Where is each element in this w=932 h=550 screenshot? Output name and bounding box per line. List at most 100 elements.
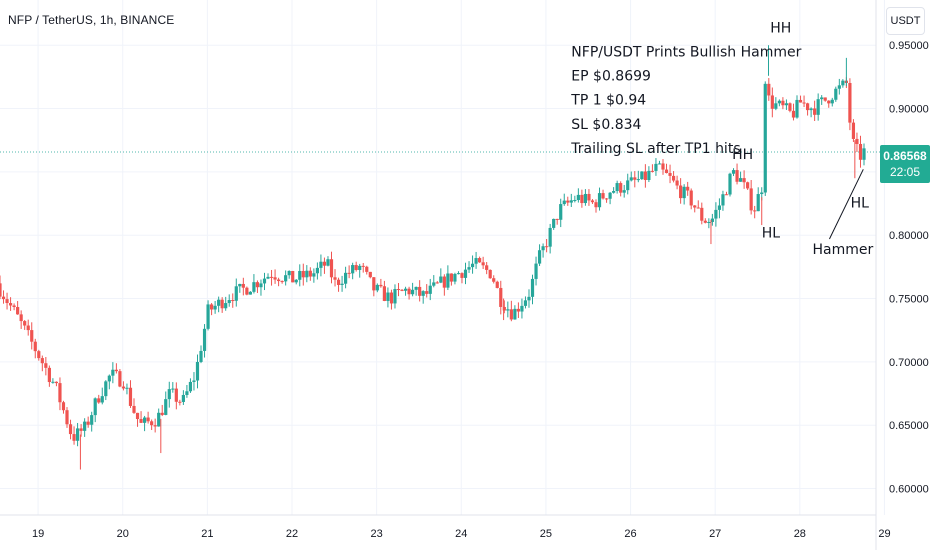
candle-down: [231, 300, 235, 302]
candle-up: [83, 421, 87, 431]
candle-down: [703, 220, 707, 223]
candle-up: [834, 88, 838, 100]
candle-down: [781, 100, 785, 106]
candle-down: [16, 307, 20, 315]
y-tick-label: 0.70000: [889, 357, 929, 369]
candle-down: [132, 405, 136, 413]
candle-down: [47, 367, 51, 383]
chart-annotation: HH: [732, 147, 753, 163]
y-tick-label: 0.90000: [889, 104, 929, 116]
candle-down: [33, 341, 37, 352]
candle-down: [749, 188, 753, 211]
candle-up: [456, 273, 461, 275]
candle-down: [746, 182, 750, 189]
candle-down: [650, 170, 655, 172]
candle-up: [559, 204, 563, 220]
candle-up: [164, 399, 168, 415]
candle-up: [520, 305, 524, 312]
candle-up: [262, 278, 267, 284]
candle-down: [668, 173, 672, 176]
x-tick-label: 22: [286, 528, 298, 540]
candle-up: [358, 265, 362, 270]
candle-down: [587, 193, 591, 201]
candle-down: [382, 286, 386, 301]
candle-up: [142, 417, 147, 423]
candle-down: [58, 383, 62, 403]
candle-up: [421, 291, 425, 296]
x-tick-label: 26: [624, 528, 636, 540]
candle-down: [798, 99, 803, 103]
candle-up: [707, 221, 711, 223]
candle-down: [333, 277, 337, 280]
candle-up: [470, 263, 475, 268]
chart-annotation: Trailing SL after TP1 hits: [570, 141, 740, 157]
candle-down: [209, 304, 214, 310]
candle-up: [111, 369, 115, 376]
candle-down: [174, 388, 178, 402]
candle-up: [287, 270, 291, 276]
candle-down: [767, 83, 771, 96]
candle-down: [679, 185, 683, 199]
candle-down: [241, 283, 245, 288]
candle-up: [351, 265, 355, 274]
candle-up: [506, 309, 510, 311]
candle-down: [86, 421, 90, 425]
hammer-pointer-line: [828, 169, 864, 240]
candle-down: [488, 269, 492, 279]
candle-down: [671, 175, 676, 181]
candle-up: [573, 200, 577, 202]
candle-down: [460, 273, 464, 278]
candle-up: [541, 246, 545, 251]
candle-up: [195, 361, 200, 381]
bar-countdown: 22:05: [889, 165, 921, 179]
candle-down: [545, 246, 549, 248]
candle-up: [375, 284, 379, 291]
candle-down: [664, 169, 669, 174]
last-price-value: 0.86568: [883, 149, 927, 163]
candle-down: [485, 265, 489, 270]
candle-down: [499, 287, 503, 307]
candle-up: [763, 83, 767, 193]
candle-up: [432, 282, 436, 286]
candle-down: [365, 266, 369, 272]
currency-button[interactable]: USDT: [886, 7, 925, 35]
candle-down: [329, 259, 334, 278]
candle-up: [530, 278, 535, 297]
candle-up: [622, 190, 626, 193]
candle-down: [322, 261, 327, 266]
candle-up: [721, 194, 725, 206]
candle-down: [851, 122, 856, 139]
candle-down: [823, 97, 827, 101]
y-tick-label: 0.65000: [889, 420, 929, 432]
candle-down: [178, 401, 182, 403]
candle-down: [372, 277, 376, 291]
candle-up: [326, 259, 330, 266]
candle-down: [336, 279, 341, 285]
candle-down: [700, 207, 704, 221]
candle-down: [580, 194, 584, 204]
candle-down: [5, 299, 9, 304]
candle-down: [855, 138, 859, 144]
candle-down: [273, 277, 277, 280]
candle-up: [774, 103, 778, 109]
candle-up: [841, 80, 845, 86]
candle-up: [548, 227, 552, 247]
candle-down: [478, 258, 482, 263]
candle-down: [347, 272, 351, 274]
candle-up: [319, 261, 323, 268]
candle-down: [135, 412, 140, 420]
candle-up: [636, 179, 640, 181]
candle-up: [344, 272, 348, 284]
candle-down: [696, 207, 700, 209]
candle-up: [107, 375, 111, 382]
candle-down: [389, 292, 394, 304]
y-tick-label: 0.95000: [889, 40, 929, 52]
candle-up: [760, 192, 764, 195]
candle-down: [675, 180, 679, 186]
candle-down: [619, 183, 623, 193]
x-tick-label: 19: [32, 528, 44, 540]
candle-down: [418, 286, 422, 296]
candle-down: [276, 279, 281, 282]
